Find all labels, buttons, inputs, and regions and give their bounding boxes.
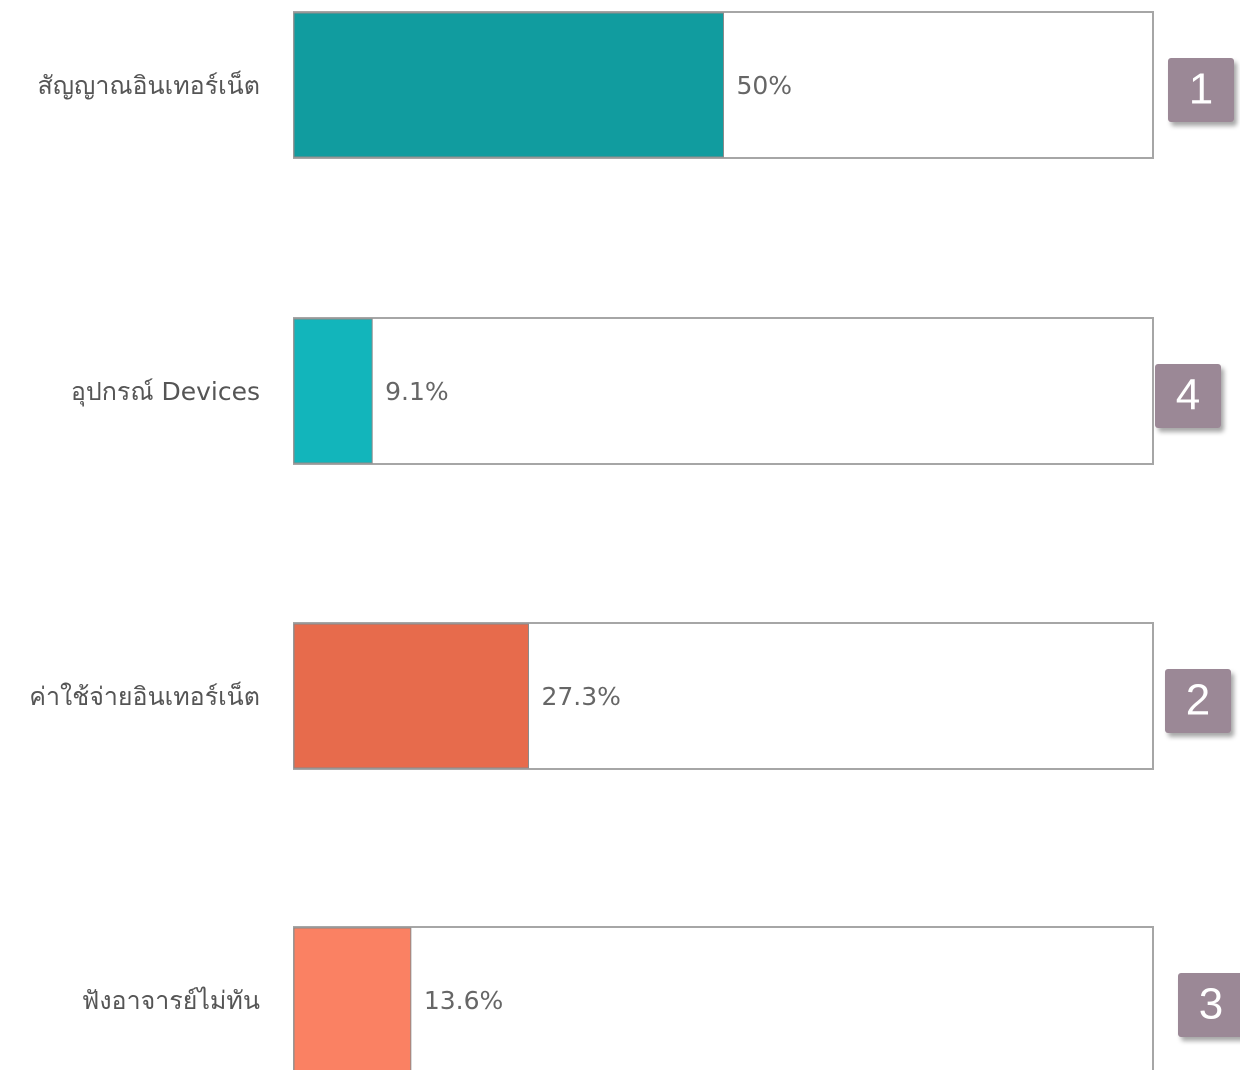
rank-badge [1155,364,1221,428]
value-label: 27.3% [542,682,621,711]
value-label: 13.6% [424,986,503,1015]
value-label: 50% [737,71,793,100]
bar [293,623,530,769]
rank-label: 1 [1189,65,1213,114]
value-label: 9.1% [385,377,449,406]
rank-label: 3 [1199,980,1223,1029]
bar [293,318,373,464]
rank-label: 2 [1186,676,1210,725]
bar-track [293,317,1154,465]
rank-badge [1165,669,1231,733]
bar [293,927,412,1070]
category-label: ค่าใช้จ่ายอินเทอร์เน็ต [29,681,260,711]
rank-badge [1168,58,1234,122]
category-label: อุปกรณ์ Devices [71,377,260,407]
bar [293,12,724,158]
bar-track [293,926,1154,1070]
rank-label: 4 [1176,371,1200,420]
rank-badge [1178,973,1240,1037]
category-label: ฟังอาจารย์ไม่ทัน [82,986,260,1015]
category-label: สัญญาณอินเทอร์เน็ต [37,70,260,100]
